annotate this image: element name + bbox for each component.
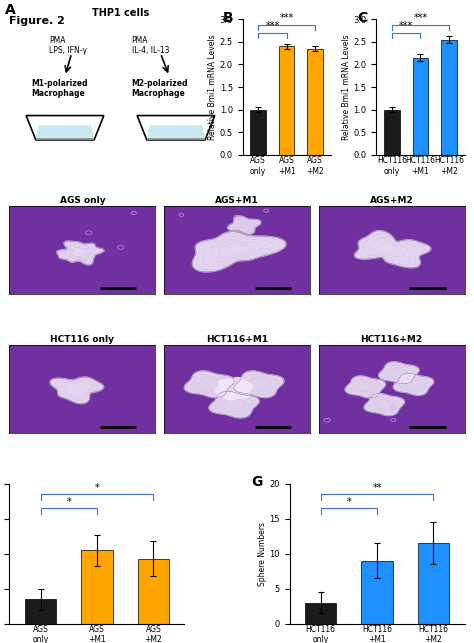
Bar [384,110,400,155]
Polygon shape [147,138,205,140]
Title: HCT116+M2: HCT116+M2 [361,335,423,344]
Polygon shape [209,392,259,418]
Polygon shape [36,138,94,140]
Polygon shape [137,116,215,140]
Polygon shape [364,394,404,415]
Bar [362,561,392,624]
Bar [250,110,266,155]
Text: ***: *** [280,14,294,23]
Bar [307,49,323,155]
Polygon shape [345,376,385,398]
Polygon shape [192,231,286,272]
Bar [279,46,294,155]
Polygon shape [26,116,104,140]
Title: HCT116 only: HCT116 only [50,335,114,344]
Text: *: * [66,497,71,507]
Polygon shape [216,377,253,400]
Bar [82,550,112,624]
Bar [25,599,56,624]
Title: AGS+M2: AGS+M2 [370,196,413,205]
Polygon shape [147,125,205,138]
Text: G: G [251,475,263,489]
Text: *: * [95,483,100,493]
Polygon shape [184,371,234,397]
Text: ***: *** [399,21,413,32]
Polygon shape [393,374,434,395]
Text: PMA
LPS, IFN-γ: PMA LPS, IFN-γ [49,35,87,55]
Text: **: ** [372,483,382,493]
Polygon shape [228,216,261,234]
Polygon shape [36,125,94,138]
Y-axis label: Sphere Numbers: Sphere Numbers [257,521,266,586]
Title: AGS+M1: AGS+M1 [215,196,259,205]
Text: THP1 cells: THP1 cells [92,8,149,18]
Text: B: B [223,11,234,25]
Polygon shape [57,241,104,265]
Bar [305,602,336,624]
Polygon shape [234,371,284,397]
Text: PMA
IL-4, IL-13: PMA IL-4, IL-13 [132,35,169,55]
Bar [441,40,457,155]
Polygon shape [50,377,104,404]
Title: HCT116+M1: HCT116+M1 [206,335,268,344]
Polygon shape [355,231,431,267]
Bar [413,58,428,155]
Text: M1-polarized
Macrophage: M1-polarized Macrophage [32,79,88,98]
Text: Figure. 2: Figure. 2 [9,16,65,26]
Polygon shape [379,362,419,384]
Text: M2-polarized
Macrophage: M2-polarized Macrophage [132,79,188,98]
Y-axis label: Relative Bmi1 mRNA Levels: Relative Bmi1 mRNA Levels [208,34,217,140]
Y-axis label: Relative Bmi1 mRNA Levels: Relative Bmi1 mRNA Levels [342,34,351,140]
Text: *: * [346,497,351,507]
Text: C: C [357,11,367,25]
Text: ***: *** [413,14,428,23]
Title: AGS only: AGS only [60,196,105,205]
Text: ***: *** [265,21,280,32]
Bar [138,559,169,624]
Bar [418,543,449,624]
Text: A: A [5,3,16,17]
